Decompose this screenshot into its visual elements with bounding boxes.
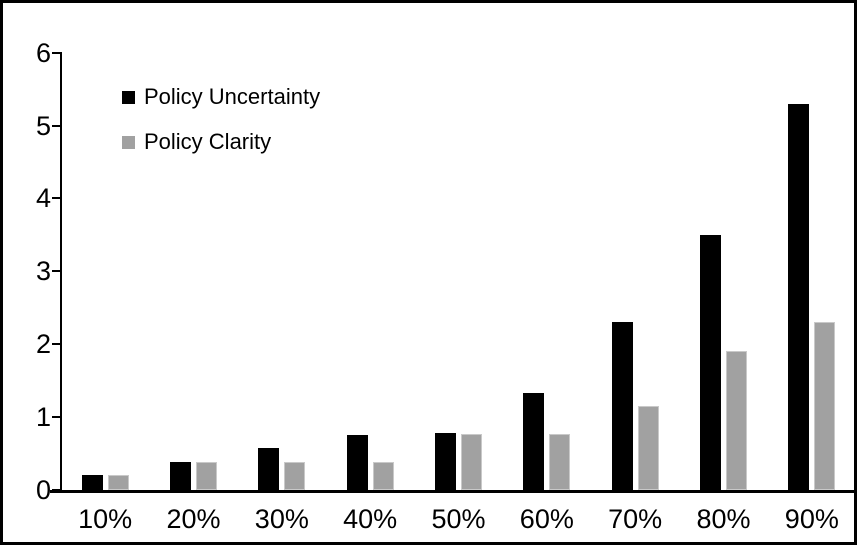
legend: Policy Uncertainty Policy Clarity (122, 84, 320, 174)
y-axis-label-5: 5 (35, 110, 51, 141)
bar-policy-uncertainty-50% (435, 433, 456, 490)
bar-policy-uncertainty-40% (346, 434, 368, 490)
x-axis-label-70%: 70% (608, 504, 663, 534)
bar-policy-uncertainty-80% (700, 234, 721, 490)
bar-policy-clarity-20% (196, 462, 217, 490)
x-axis-label-80%: 80% (696, 504, 751, 534)
x-axis-label-50%: 50% (431, 504, 486, 534)
bar-policy-clarity-70% (637, 406, 659, 490)
y-axis-label-1: 1 (35, 402, 51, 433)
x-axis-label-60%: 60% (519, 504, 574, 534)
x-axis-label-30%: 30% (254, 504, 309, 534)
legend-label-policy-uncertainty: Policy Uncertainty (144, 84, 321, 109)
y-axis-label-3: 3 (35, 256, 51, 287)
y-axis-label-2: 2 (35, 329, 51, 360)
bar-policy-clarity-40% (372, 462, 394, 490)
bar-policy-uncertainty-60% (523, 393, 545, 490)
y-axis-label-6: 6 (35, 37, 51, 68)
y-axis-tick-4 (52, 197, 61, 200)
y-axis-tick-0 (52, 489, 61, 491)
bar-policy-uncertainty-20% (170, 462, 191, 490)
bar-policy-clarity-90% (814, 322, 836, 490)
legend-swatch-black-square-icon (122, 90, 135, 104)
y-axis-tick-6 (52, 51, 61, 54)
x-axis-label-20%: 20% (166, 504, 221, 534)
x-axis-label-90%: 90% (784, 504, 839, 534)
y-axis-label-4: 4 (35, 183, 51, 214)
bar-policy-uncertainty-70% (611, 322, 633, 490)
legend-item-policy-uncertainty: Policy Uncertainty (122, 84, 320, 110)
y-axis-tick-3 (52, 270, 61, 273)
x-axis-label-10%: 10% (78, 504, 133, 534)
bar-policy-clarity-10% (107, 475, 129, 490)
bar-policy-uncertainty-10% (81, 475, 103, 490)
bar-policy-clarity-80% (726, 351, 747, 490)
bar-policy-clarity-60% (549, 433, 571, 490)
y-axis-tick-5 (52, 124, 61, 127)
y-axis-line (60, 51, 62, 493)
legend-item-policy-clarity: Policy Clarity (122, 129, 320, 155)
bar-policy-clarity-30% (284, 462, 306, 490)
bar-policy-uncertainty-90% (788, 103, 810, 490)
y-axis-tick-1 (52, 416, 61, 419)
legend-label-policy-clarity: Policy Clarity (144, 129, 272, 154)
y-axis-label-0: 0 (35, 475, 51, 505)
bar-policy-uncertainty-30% (258, 448, 280, 490)
legend-swatch-gray-square-icon (122, 135, 135, 149)
x-axis-label-40%: 40% (343, 504, 398, 534)
y-axis-tick-2 (52, 343, 61, 346)
bar-policy-clarity-50% (461, 433, 482, 490)
x-axis-line (50, 490, 854, 493)
